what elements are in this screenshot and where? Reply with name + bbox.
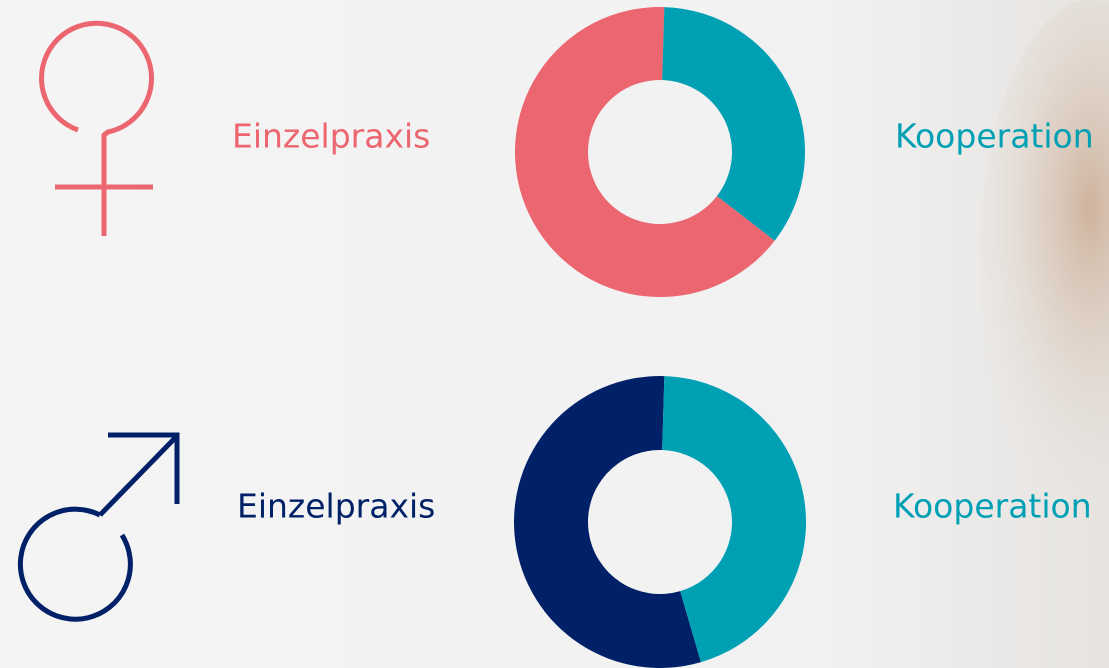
legend-label: Einzelpraxis xyxy=(237,487,435,526)
page: {"chart_data": [ {"type": "pie", "donut"… xyxy=(0,0,1109,668)
infographic: Einzelpraxis Kooperation Einzelpraxis Koope… xyxy=(0,0,1109,668)
legend-label: Kooperation xyxy=(893,487,1092,526)
legend-label: Einzelpraxis xyxy=(232,117,430,156)
legend-label: Kooperation xyxy=(895,117,1094,156)
